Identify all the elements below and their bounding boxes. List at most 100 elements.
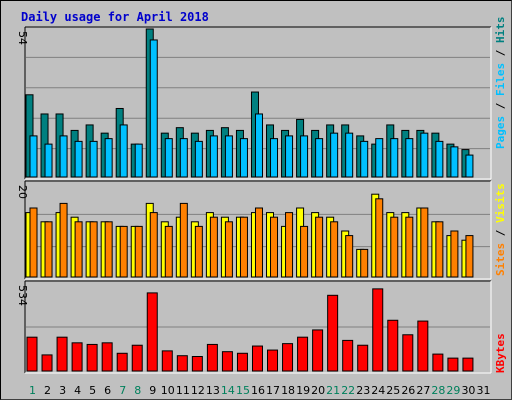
legend-text: Pages / Files / Hits <box>494 17 507 150</box>
x-tick-label: 17 <box>266 384 280 397</box>
legend-item: Files <box>494 63 507 96</box>
sites-bar <box>164 225 173 278</box>
kbytes-bar <box>432 353 444 372</box>
x-tick-label: 5 <box>89 384 96 397</box>
sites-bar <box>375 198 384 278</box>
x-tick-label: 19 <box>296 384 310 397</box>
sites-bar <box>239 216 248 278</box>
files-bar <box>209 135 218 178</box>
panel-pages-files-hits <box>24 26 492 180</box>
kbytes-bar <box>221 351 233 372</box>
y-max-label-bottom: 534 <box>16 285 29 306</box>
x-tick-label: 21 <box>326 384 340 397</box>
files-bar <box>254 113 263 178</box>
kbytes-bar <box>26 336 38 372</box>
kbytes-bar <box>267 349 279 372</box>
legend-item: Visits <box>494 183 507 223</box>
sites-bar <box>435 221 444 278</box>
x-tick-label: 23 <box>356 384 370 397</box>
x-axis-day-labels: 1 2 3 4 5 6 7 8 9 10 11 12 13 14 15 16 17 18 19 20 21 22 23 24 2… <box>29 384 490 397</box>
x-tick-label: 4 <box>74 384 81 397</box>
chart-title: Daily usage for April 2018 <box>21 10 209 24</box>
files-bar <box>224 135 233 178</box>
legend-kbytes: KBytes <box>494 333 507 373</box>
x-tick-label: 7 <box>119 384 126 397</box>
files-bar <box>390 138 399 178</box>
files-bar <box>315 138 324 178</box>
kbytes-bar <box>116 352 128 372</box>
files-bar <box>285 135 294 178</box>
files-bar <box>345 132 354 178</box>
legend-item: Pages <box>494 116 507 149</box>
kbytes-bar <box>282 343 294 372</box>
files-bar <box>119 124 128 178</box>
files-bar <box>300 135 309 178</box>
sites-bar <box>285 212 294 278</box>
files-bar <box>74 140 83 178</box>
files-bar <box>465 154 474 178</box>
x-tick-label: 25 <box>386 384 400 397</box>
sites-bar <box>270 216 279 278</box>
panel-sites-visits <box>24 180 492 280</box>
panel-kbytes <box>24 280 492 374</box>
x-tick-label: 22 <box>341 384 355 397</box>
kbytes-bar <box>71 342 83 372</box>
kbytes-bar <box>312 329 324 372</box>
legend-item: Hits <box>494 17 507 44</box>
x-tick-label: 16 <box>251 384 265 397</box>
sites-bar <box>300 225 309 278</box>
kbytes-bar <box>342 339 354 372</box>
legend-text: KBytes <box>494 333 507 373</box>
x-tick-label: 15 <box>236 384 250 397</box>
kbytes-bar <box>251 345 263 372</box>
legend-text: Sites / Visits <box>494 183 507 276</box>
kbytes-bar <box>357 344 369 372</box>
x-tick-label: 9 <box>149 384 156 397</box>
kbytes-bar <box>176 355 188 372</box>
kbytes-bar <box>462 357 474 372</box>
x-tick-label: 1 <box>29 384 36 397</box>
kbytes-bar <box>402 334 414 372</box>
sites-bar <box>360 248 369 278</box>
kbytes-bar <box>191 356 203 372</box>
sites-bar <box>119 225 128 278</box>
x-tick-label: 12 <box>191 384 205 397</box>
kbytes-bar <box>372 288 384 372</box>
x-tick-label: 2 <box>44 384 51 397</box>
kbytes-bar <box>131 344 143 372</box>
files-bar <box>164 138 173 178</box>
kbytes-bar <box>86 343 98 372</box>
x-tick-label: 18 <box>281 384 295 397</box>
files-bar <box>270 138 279 178</box>
sites-bar <box>194 225 203 278</box>
kbytes-bar <box>56 336 68 372</box>
files-bar <box>450 146 459 178</box>
kbytes-bar <box>297 336 309 372</box>
x-tick-label: 10 <box>161 384 175 397</box>
kbytes-bar <box>101 342 113 372</box>
x-tick-label: 13 <box>206 384 220 397</box>
x-tick-label: 3 <box>59 384 66 397</box>
files-bar <box>330 132 339 178</box>
files-bar <box>405 138 414 178</box>
sites-bar <box>104 221 113 278</box>
sites-bar <box>345 235 354 278</box>
x-tick-label: 20 <box>311 384 325 397</box>
files-bar <box>104 138 113 178</box>
kbytes-bar <box>236 352 248 372</box>
kbytes-bar <box>417 320 429 372</box>
files-bar <box>59 135 68 178</box>
sites-bar <box>74 221 83 278</box>
x-tick-label: 29 <box>446 384 460 397</box>
files-bar <box>435 140 444 178</box>
sites-bar <box>59 202 68 278</box>
kbytes-bar <box>447 357 459 372</box>
x-tick-label: 28 <box>431 384 445 397</box>
kbytes-bar <box>146 292 158 372</box>
kbytes-bar <box>387 319 399 372</box>
sites-bar <box>450 230 459 278</box>
sites-bar <box>330 221 339 278</box>
sites-bar <box>224 221 233 278</box>
kbytes-bar <box>41 354 53 372</box>
